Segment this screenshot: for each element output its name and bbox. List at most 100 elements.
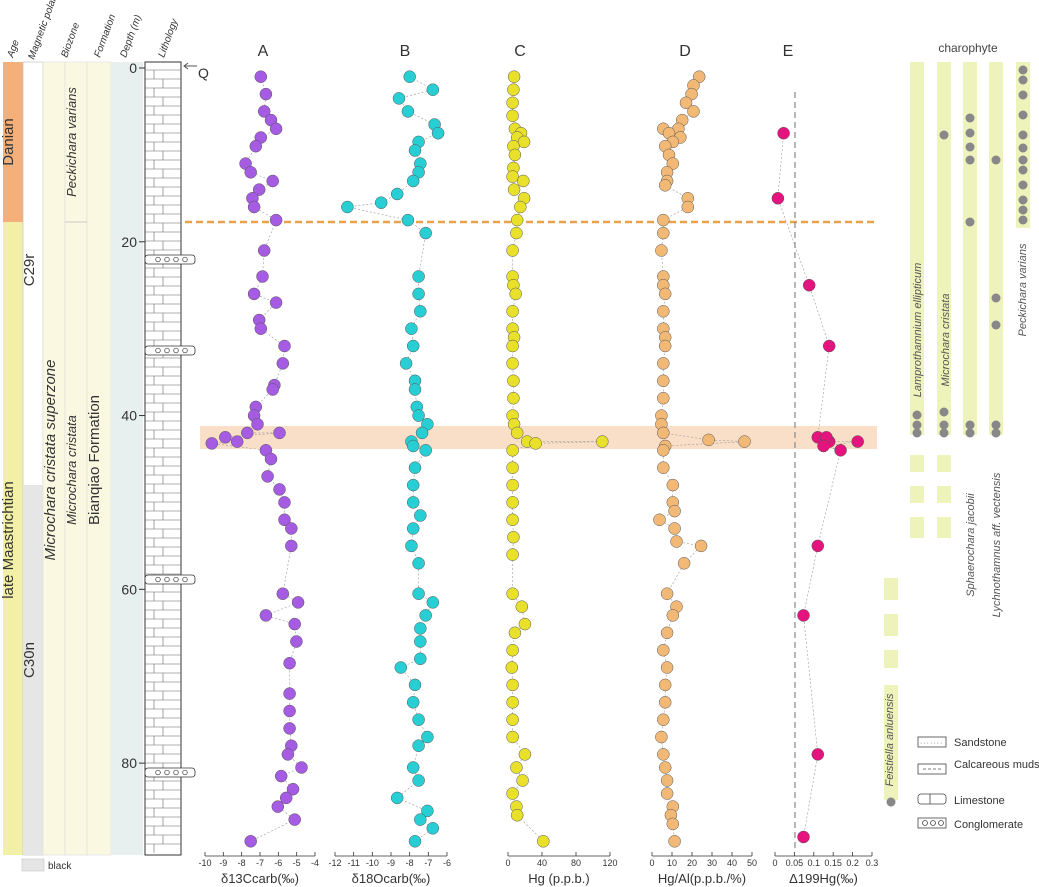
formation-label: Bianqiao Formation (86, 395, 103, 525)
conglomerate-pebble-icon-3 (938, 820, 944, 826)
data-point (259, 609, 273, 622)
data-point (286, 782, 300, 796)
data-point (408, 144, 422, 157)
x-tick-label: 0.3 (866, 858, 879, 868)
data-point (399, 357, 413, 370)
data-point (219, 431, 232, 444)
data-point (341, 200, 354, 214)
data-point (390, 187, 404, 201)
data-point (506, 730, 519, 744)
data-point (510, 213, 524, 227)
x-axis-label: δ13Ccarb(‰) (221, 871, 299, 886)
taxon-range-dashed (937, 486, 951, 503)
data-point (412, 587, 425, 600)
data-point (518, 617, 532, 631)
taxon-range-bar (963, 62, 977, 435)
taxon-occurrence (991, 320, 1001, 330)
data-point (506, 170, 519, 183)
data-point (811, 748, 825, 761)
data-point (252, 183, 266, 196)
taxon-occurrence (991, 155, 1001, 165)
data-point (507, 374, 520, 388)
data-point (668, 522, 681, 535)
taxon-occurrence (965, 428, 975, 438)
x-tick-label: 0 (505, 858, 510, 868)
data-point (414, 635, 427, 648)
x-tick-label: -6 (274, 858, 282, 868)
lithology-column (144, 61, 196, 856)
x-tick-label: -11 (347, 858, 359, 868)
taxon-range-dashed (910, 517, 924, 538)
data-point (507, 391, 520, 405)
data-point (244, 166, 257, 179)
sandstone-swatch (917, 736, 947, 748)
panel-B: B -12 -11 -10 -9 -8 -7 -6 δ18Ocarb(‰) (328, 43, 451, 886)
x-tick-label: 0 (649, 858, 654, 868)
data-point (797, 830, 810, 844)
legend-black-label: black (48, 861, 72, 872)
header-formation: Formation (92, 13, 118, 59)
data-point (506, 513, 519, 527)
header-biozone: Biozone (59, 21, 82, 59)
data-point (419, 226, 432, 240)
data-point (276, 587, 290, 600)
taxon-occurrence (1018, 130, 1028, 140)
taxon-feistiella-label: Feistiella anluensis (884, 693, 896, 786)
data-point (419, 609, 432, 622)
legend-sandstone: Sandstone (954, 737, 1007, 749)
charophyte-title: charophyte (938, 41, 998, 55)
data-point (679, 96, 693, 110)
data-point (257, 244, 271, 257)
data-point (266, 174, 279, 188)
data-point (657, 226, 670, 240)
data-point (283, 722, 296, 735)
age-danian-label: Danian (0, 118, 17, 166)
x-axis-label: Hg/Al(p.p.b./%) (658, 871, 746, 886)
polarity-c30n-fill (23, 485, 43, 855)
data-point (537, 835, 550, 848)
data-point (274, 769, 288, 783)
data-point (412, 739, 425, 752)
data-point (205, 437, 219, 450)
data-point (738, 435, 751, 448)
age-danian-box (3, 62, 23, 222)
lith-pebble (164, 576, 170, 583)
legend-black-swatch (21, 858, 45, 872)
data-point (802, 278, 816, 292)
x-axis-label: δ18Ocarb(‰) (352, 871, 431, 886)
data-panels: A -10 -9 -8 -7 -6 -5 -4 δ13Ccarb(‰) B -12 -11 -10 -9 -… (198, 43, 878, 886)
data-point (408, 835, 422, 848)
lith-pebble (155, 769, 161, 776)
data-point (514, 200, 527, 214)
data-point (412, 557, 425, 570)
taxon-occurrence (965, 142, 975, 152)
taxon-occurrence (1018, 65, 1028, 75)
data-point (414, 509, 427, 522)
data-point (419, 444, 432, 457)
data-point (506, 244, 519, 257)
data-point (408, 461, 422, 474)
data-point (406, 174, 420, 188)
data-point (660, 587, 674, 600)
x-tick-label: 40 (727, 858, 737, 868)
data-point (254, 70, 268, 83)
series-line (511, 76, 603, 842)
panel-letter: E (783, 43, 794, 60)
data-point (506, 643, 519, 657)
data-point (412, 270, 425, 283)
data-point (834, 444, 847, 457)
taxon-lamprothamnium-label: Lamprothamnium ellipticum (912, 263, 924, 398)
data-point (406, 339, 420, 353)
depth-axis: 0 20 40 60 80 (121, 60, 145, 771)
data-point (657, 426, 670, 440)
data-point (406, 496, 420, 509)
data-point (506, 548, 519, 561)
lith-pebble (155, 347, 161, 354)
data-point (261, 470, 274, 483)
quaternary-arrow-icon (183, 62, 197, 70)
lith-pebble (155, 576, 161, 583)
data-point (269, 122, 283, 136)
polarity-c29r-label: C29r (21, 254, 38, 287)
data-point (509, 287, 522, 301)
x-tick-label: -10 (366, 858, 379, 868)
